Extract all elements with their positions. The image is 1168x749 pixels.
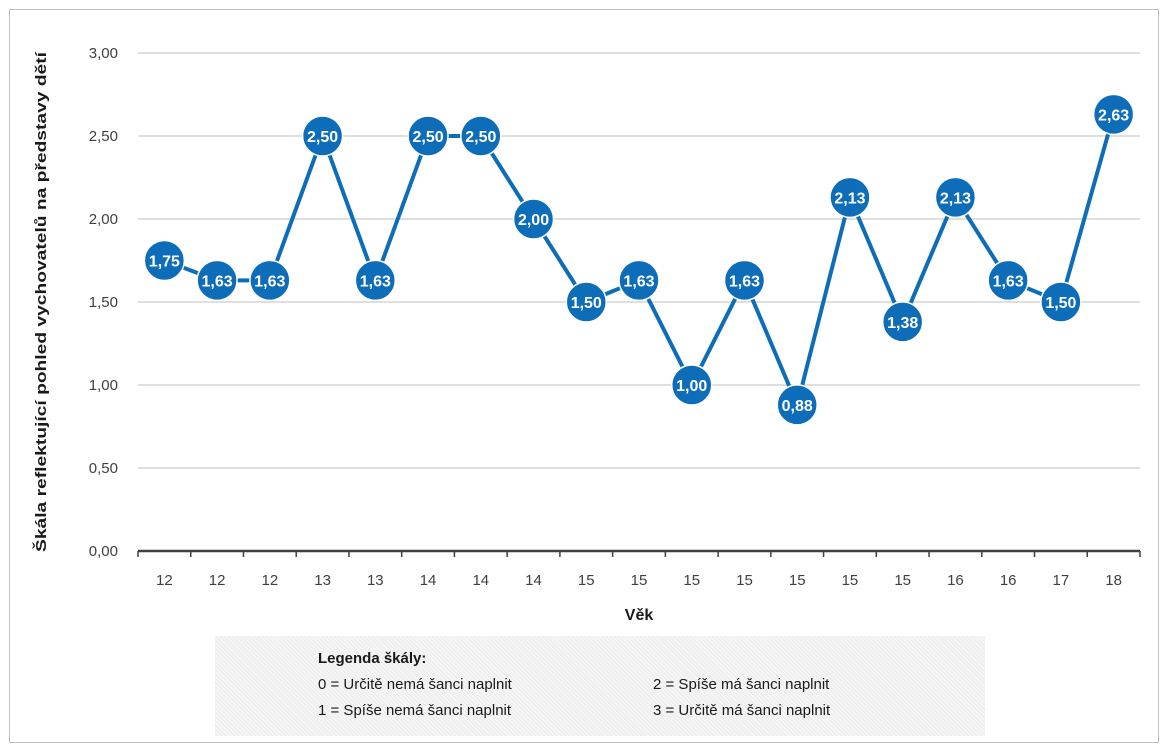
x-tick-label: 14 <box>472 572 489 589</box>
data-label: 1,63 <box>993 273 1024 290</box>
data-point <box>301 115 344 157</box>
data-label: 1,63 <box>623 273 654 290</box>
x-axis-title: Věk <box>625 607 654 624</box>
data-point <box>987 259 1029 302</box>
y-tick-label: 3,00 <box>89 45 118 62</box>
data-point <box>1092 93 1135 136</box>
data-label: 1,63 <box>360 273 391 290</box>
data-label: 2,63 <box>1098 107 1129 124</box>
y-axis-title: Škála reflektující pohled vychovatelů na… <box>32 51 50 552</box>
x-tick-label: 18 <box>1105 572 1122 589</box>
x-tick-label: 15 <box>683 572 700 589</box>
data-point <box>407 115 449 157</box>
x-tick-label: 15 <box>578 572 595 589</box>
data-point <box>881 301 924 343</box>
x-tick-label: 14 <box>420 572 437 589</box>
legend-item-3: 3 = Určitě má šanci naplnit <box>653 702 831 719</box>
x-tick-label: 12 <box>209 572 226 589</box>
legend-item-0: 0 = Určitě nemá šanci naplnit <box>318 676 512 693</box>
data-point <box>460 115 502 157</box>
legend-title: Legenda škály: <box>318 650 427 667</box>
y-tick-label: 0,00 <box>89 543 118 560</box>
data-point <box>249 259 291 302</box>
legend-item-2: 2 = Spíše má šanci naplnit <box>653 676 830 693</box>
y-tick-label: 0,50 <box>89 460 118 477</box>
data-label: 2,13 <box>834 190 865 207</box>
data-point <box>776 384 818 426</box>
x-tick-label: 15 <box>789 572 806 589</box>
y-tick-label: 2,50 <box>89 128 118 145</box>
data-point <box>143 239 186 282</box>
data-point <box>618 259 660 302</box>
data-label: 1,75 <box>149 254 180 271</box>
data-label: 1,63 <box>254 273 285 290</box>
data-point <box>196 259 238 302</box>
y-tick-label: 1,00 <box>89 377 118 394</box>
x-tick-label: 13 <box>314 572 331 589</box>
data-label: 2,50 <box>307 129 338 146</box>
data-label: 1,63 <box>729 273 760 290</box>
data-label: 2,13 <box>940 190 971 207</box>
data-point <box>829 176 871 219</box>
data-label: 2,00 <box>518 212 549 229</box>
data-label: 1,38 <box>887 315 918 332</box>
data-label: 1,50 <box>1045 295 1076 312</box>
data-point <box>1040 281 1082 323</box>
data-label: 2,50 <box>465 129 496 146</box>
data-point <box>723 259 766 302</box>
x-tick-label: 15 <box>736 572 753 589</box>
x-tick-label: 16 <box>1000 572 1017 589</box>
y-tick-label: 1,50 <box>89 294 118 311</box>
x-tick-label: 16 <box>947 572 964 589</box>
x-tick-label: 12 <box>156 572 173 589</box>
data-point <box>354 259 397 302</box>
scale-legend <box>215 636 985 736</box>
x-tick-label: 15 <box>894 572 911 589</box>
x-tick-label: 12 <box>261 572 278 589</box>
data-label: 1,63 <box>202 273 233 290</box>
data-point <box>934 176 977 219</box>
x-tick-label: 15 <box>631 572 648 589</box>
data-point <box>670 364 713 406</box>
chart-frame <box>9 9 1159 743</box>
x-tick-label: 17 <box>1053 572 1070 589</box>
data-label: 1,00 <box>676 378 707 395</box>
data-label: 1,50 <box>571 295 602 312</box>
x-tick-label: 14 <box>525 572 542 589</box>
data-label: 2,50 <box>412 129 443 146</box>
y-tick-label: 2,00 <box>89 211 118 228</box>
legend-item-1: 1 = Spíše nemá šanci naplnit <box>318 702 512 719</box>
data-label: 0,88 <box>782 398 813 415</box>
data-point <box>512 198 555 240</box>
x-tick-label: 15 <box>842 572 859 589</box>
data-point <box>565 281 608 323</box>
x-tick-label: 13 <box>367 572 384 589</box>
